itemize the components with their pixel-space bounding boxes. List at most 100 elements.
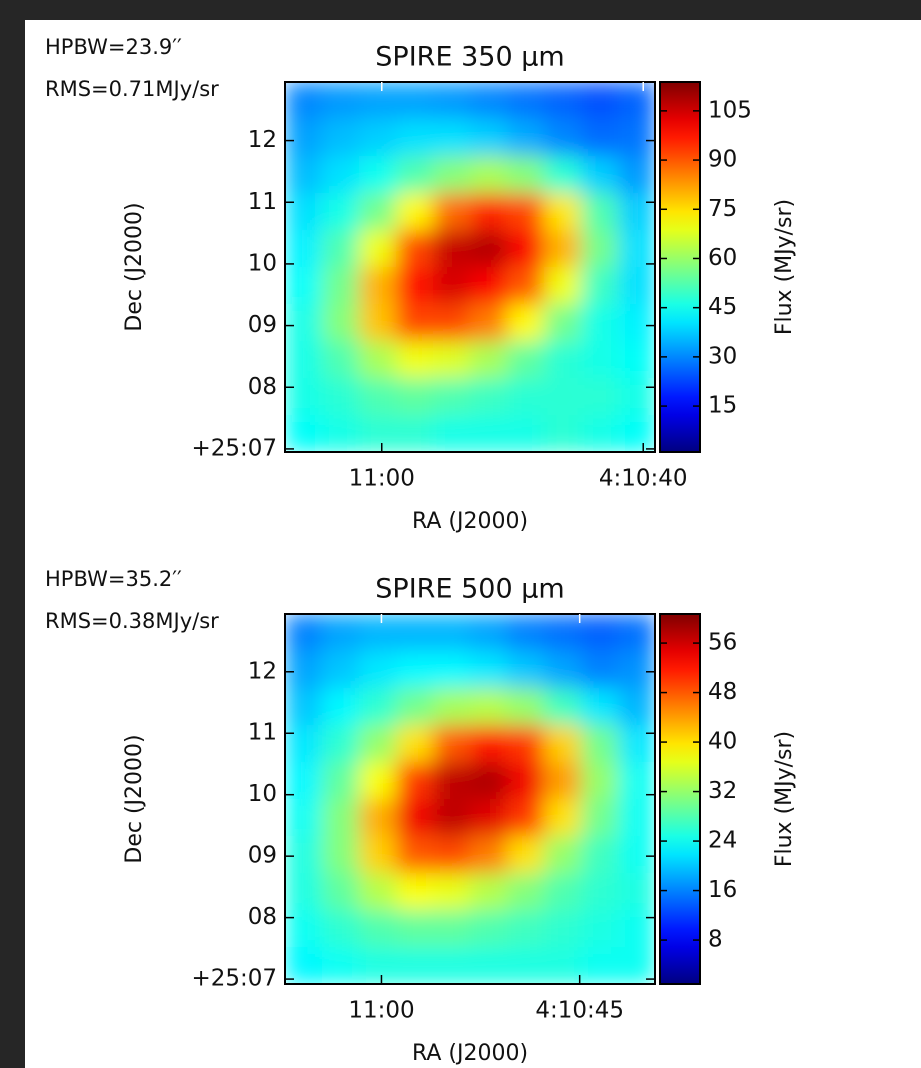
x-axis-label: RA (J2000)	[412, 1041, 528, 1066]
annotation: RMS=0.38MJy/sr	[45, 609, 219, 633]
y-tick-label: 09	[248, 312, 277, 338]
heatmap-cell	[396, 836, 434, 874]
heatmap-cell	[618, 193, 655, 231]
heatmap-cell	[433, 762, 471, 800]
colorbar-tick-label: 56	[708, 630, 737, 656]
heatmap-cell	[396, 688, 434, 726]
heatmap-cell	[581, 378, 619, 416]
plot-frame	[284, 81, 656, 453]
y-tick-label: 11	[248, 189, 277, 215]
heatmap-cell	[359, 873, 397, 911]
heatmap-cell	[544, 156, 582, 194]
heatmap-cell	[359, 910, 397, 948]
heatmap-cell	[507, 836, 545, 874]
plot-frame	[284, 613, 656, 985]
heatmap-cell	[507, 378, 545, 416]
heatmap-cell	[396, 762, 434, 800]
colorbar-tick-label: 60	[708, 245, 737, 271]
heatmap-cell	[359, 378, 397, 416]
heatmap-cell	[285, 341, 323, 379]
heatmap-cell	[507, 947, 545, 984]
heatmap-cell	[359, 725, 397, 763]
heatmap-cell	[618, 267, 655, 305]
heatmap-cell	[507, 193, 545, 231]
heatmap-cell	[322, 873, 360, 911]
heatmap-cell	[507, 156, 545, 194]
heatmap-cell	[544, 341, 582, 379]
colorbar-tick-label: 75	[708, 196, 737, 222]
heatmap-cell	[285, 762, 323, 800]
heatmap-cell	[618, 725, 655, 763]
heatmap-cell	[359, 304, 397, 342]
heatmap-cell	[581, 836, 619, 874]
heatmap-cell	[285, 267, 323, 305]
heatmap-cell	[322, 230, 360, 268]
y-tick-label: 12	[248, 658, 277, 684]
heatmap-cell	[581, 688, 619, 726]
heatmap	[285, 614, 655, 984]
heatmap-cell	[470, 304, 508, 342]
heatmap-cell	[470, 947, 508, 984]
heatmap-cell	[322, 267, 360, 305]
heatmap-cell	[470, 799, 508, 837]
heatmap-cell	[544, 762, 582, 800]
y-tick-label: +25:07	[191, 966, 277, 992]
colorbar-tick-label: 15	[708, 393, 737, 419]
heatmap-cell	[433, 341, 471, 379]
heatmap-cell	[433, 193, 471, 231]
heatmap-cell	[618, 836, 655, 874]
heatmap-cell	[359, 614, 397, 652]
heatmap-cell	[322, 614, 360, 652]
heatmap-cell	[285, 230, 323, 268]
heatmap-cell	[618, 614, 655, 652]
heatmap-cell	[507, 82, 545, 120]
colorbar-tick-label: 40	[708, 729, 737, 755]
heatmap-cell	[470, 614, 508, 652]
y-tick-label: 09	[248, 843, 277, 869]
heatmap-cell	[581, 762, 619, 800]
heatmap-cell	[470, 725, 508, 763]
heatmap-cell	[470, 688, 508, 726]
heatmap-cell	[322, 341, 360, 379]
heatmap-cell	[359, 415, 397, 452]
heatmap-cell	[544, 725, 582, 763]
heatmap-cell	[396, 651, 434, 689]
heatmap-cell	[618, 947, 655, 984]
heatmap-cell	[581, 725, 619, 763]
heatmap-cell	[581, 82, 619, 120]
y-tick-label: 10	[248, 250, 277, 276]
heatmap-cell	[618, 799, 655, 837]
heatmap-cell	[581, 304, 619, 342]
heatmap-cell	[285, 799, 323, 837]
heatmap-cell	[581, 873, 619, 911]
heatmap-cell	[544, 651, 582, 689]
heatmap-cell	[544, 799, 582, 837]
heatmap-cell	[285, 651, 323, 689]
heatmap-cell	[507, 267, 545, 305]
annotation: HPBW=23.9′′	[45, 35, 182, 59]
heatmap-cell	[470, 873, 508, 911]
heatmap-cell	[618, 910, 655, 948]
heatmap-cell	[544, 230, 582, 268]
colorbar-tick-label: 45	[708, 294, 737, 320]
heatmap-cell	[285, 873, 323, 911]
heatmap-cell	[433, 873, 471, 911]
heatmap-cell	[285, 910, 323, 948]
heatmap-cell	[544, 947, 582, 984]
heatmap-cell	[322, 415, 360, 452]
y-tick-label: 08	[248, 374, 277, 400]
heatmap-cell	[322, 799, 360, 837]
heatmap-cell	[322, 947, 360, 984]
heatmap-cell	[544, 910, 582, 948]
heatmap-cell	[544, 688, 582, 726]
heatmap-cell	[285, 304, 323, 342]
heatmap-cell	[581, 910, 619, 948]
x-tick-label: 4:10:40	[599, 466, 688, 492]
colorbar-tick-label: 90	[708, 147, 737, 173]
heatmap-cells	[285, 614, 655, 984]
heatmap-cell	[396, 873, 434, 911]
heatmap-cell	[396, 341, 434, 379]
heatmap-cell	[507, 651, 545, 689]
heatmap-cell	[433, 267, 471, 305]
heatmap-cell	[285, 836, 323, 874]
